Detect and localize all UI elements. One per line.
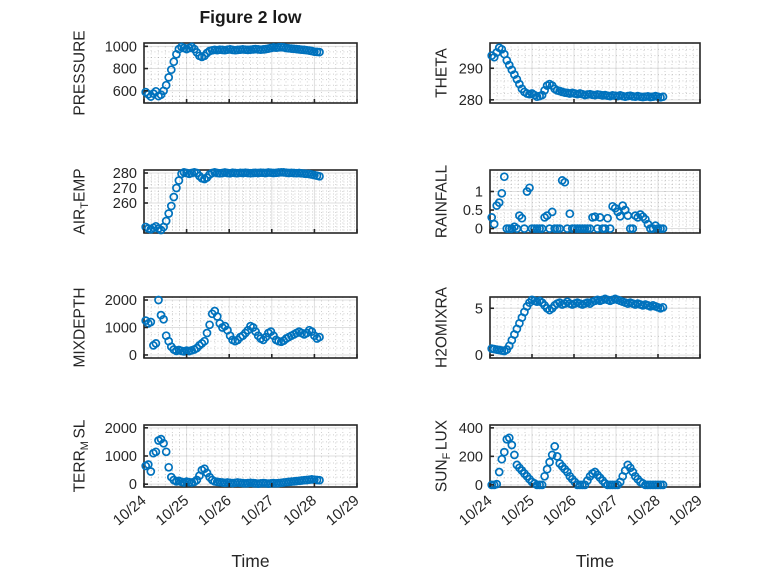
- x-axis-label-right: Time: [575, 551, 615, 571]
- svg-text:10/27: 10/27: [238, 492, 278, 529]
- sun-flux-ylabel: SUNFLUX: [434, 419, 454, 492]
- svg-text:0.5: 0.5: [463, 203, 483, 219]
- mixdepth-ylabel: MIXDEPTH: [72, 287, 89, 367]
- figure-title: Figure 2 low: [199, 7, 302, 27]
- tick-marks: [489, 427, 701, 487]
- svg-text:800: 800: [113, 62, 137, 78]
- data-points: [487, 294, 668, 356]
- svg-text:10/27: 10/27: [582, 492, 622, 529]
- subplot-terr-m-sl: 0 1000 2000 10/24 10/25 10/26 10/27 10/28 10/29 T…: [72, 419, 363, 529]
- data-points: [141, 42, 324, 101]
- svg-text:0: 0: [129, 477, 137, 493]
- svg-text:10/25: 10/25: [152, 492, 192, 529]
- data-points: [141, 434, 324, 488]
- data-points: [487, 433, 668, 490]
- svg-text:1000: 1000: [105, 39, 137, 55]
- x-tick-labels: 10/24 10/25 10/26 10/27 10/28 10/29: [110, 492, 363, 529]
- x-tick-labels: 10/24 10/25 10/26 10/27 10/28 10/29: [456, 492, 706, 529]
- svg-text:400: 400: [459, 421, 483, 437]
- air-temp-ylabel: AIRTEMP: [72, 168, 92, 234]
- svg-text:10/26: 10/26: [540, 492, 580, 529]
- svg-text:200: 200: [459, 449, 483, 465]
- subplot-theta: 280 290 THETA: [434, 42, 701, 109]
- svg-text:290: 290: [459, 61, 483, 77]
- axes-box: [489, 42, 701, 104]
- subplot-mixdepth: 0 1000 2000 MIXDEPTH: [72, 287, 358, 368]
- major-grid: [490, 170, 700, 233]
- svg-text:10/29: 10/29: [666, 492, 706, 529]
- y-tick-labels: 0 1000 2000: [105, 421, 137, 493]
- tick-marks: [489, 67, 701, 103]
- svg-text:260: 260: [113, 196, 137, 212]
- tick-marks: [143, 172, 358, 233]
- svg-text:2000: 2000: [105, 421, 137, 437]
- rainfall-ylabel: RAINFALL: [434, 165, 451, 239]
- tick-marks: [489, 190, 701, 233]
- axes-box: [489, 169, 701, 234]
- h2omixra-ylabel: H2OMIXRA: [434, 286, 451, 368]
- y-tick-labels: 05: [475, 301, 483, 364]
- axes-box: [143, 42, 358, 104]
- theta-ylabel: THETA: [434, 48, 451, 98]
- svg-text:1000: 1000: [105, 321, 137, 337]
- x-axis-label-left: Time: [231, 551, 270, 571]
- svg-text:270: 270: [113, 181, 137, 197]
- svg-text:0: 0: [475, 222, 483, 238]
- svg-text:1: 1: [475, 184, 483, 200]
- data-points: [487, 172, 668, 233]
- svg-text:10/28: 10/28: [280, 492, 320, 529]
- data-points: [487, 43, 668, 102]
- svg-text:10/26: 10/26: [195, 492, 235, 529]
- svg-text:280: 280: [459, 93, 483, 109]
- y-tick-labels: 600 800 1000: [105, 39, 137, 99]
- svg-text:2000: 2000: [105, 293, 137, 309]
- tick-marks: [143, 45, 358, 103]
- svg-text:600: 600: [113, 84, 137, 100]
- pressure-ylabel: PRESSURE: [72, 30, 89, 115]
- data-points: [141, 167, 324, 235]
- svg-text:10/24: 10/24: [456, 492, 496, 529]
- data-points: [141, 295, 324, 356]
- tick-marks: [489, 307, 701, 358]
- svg-text:10/24: 10/24: [110, 492, 150, 529]
- terr-m-sl-ylabel: TERRMSL: [72, 419, 92, 492]
- y-tick-labels: 0 200 400: [459, 421, 483, 494]
- svg-text:10/28: 10/28: [624, 492, 664, 529]
- svg-text:0: 0: [475, 348, 483, 364]
- major-grid: [490, 425, 700, 487]
- svg-text:5: 5: [475, 301, 483, 317]
- minor-grid: [490, 170, 700, 233]
- minor-grid: [490, 297, 700, 358]
- svg-text:280: 280: [113, 166, 137, 182]
- y-tick-labels: 00.51: [463, 184, 483, 237]
- y-tick-labels: 0 1000 2000: [105, 293, 137, 364]
- svg-text:10/25: 10/25: [498, 492, 538, 529]
- svg-text:0: 0: [129, 348, 137, 364]
- svg-text:10/29: 10/29: [323, 492, 363, 529]
- tick-marks: [143, 427, 358, 487]
- y-tick-labels: 280 290: [459, 61, 483, 109]
- tick-marks: [143, 299, 358, 358]
- svg-text:1000: 1000: [105, 449, 137, 465]
- subplot-pressure: 600 800 1000 PRESSURE: [72, 30, 358, 116]
- svg-text:0: 0: [475, 478, 483, 494]
